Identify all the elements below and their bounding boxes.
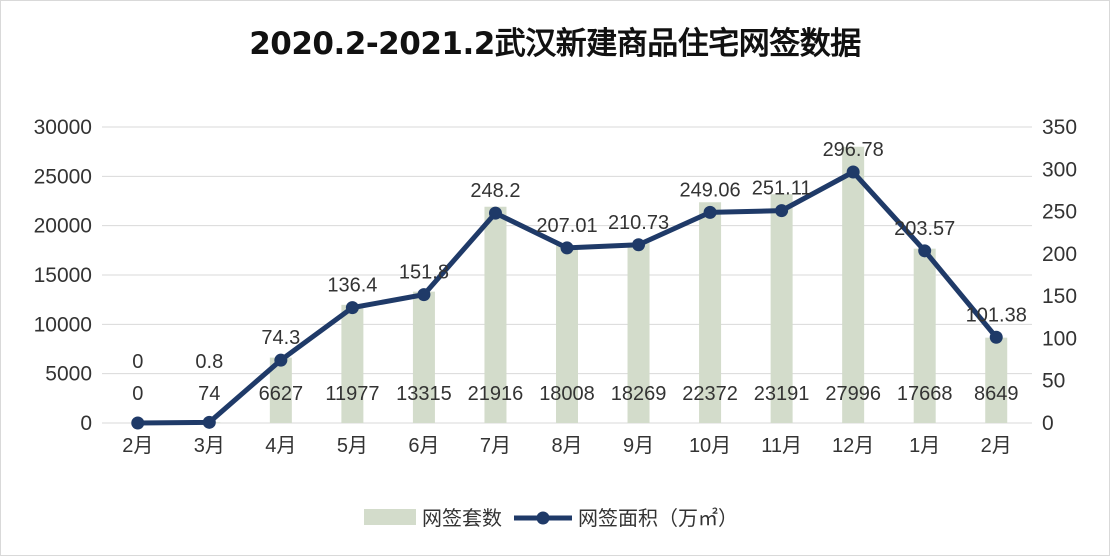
left-tick-label: 10000 [34,313,92,336]
right-tick-label: 350 [1042,116,1077,139]
bar-data-label: 21916 [468,383,524,405]
left-tick-label: 25000 [34,165,92,188]
x-tick-label: 7月 [480,435,511,457]
line-point [560,241,574,255]
line-point [488,206,502,220]
line-point [632,238,646,252]
line-point [775,204,789,218]
x-tick-label: 4月 [265,435,296,457]
bar-data-label: 18008 [539,383,595,405]
bar-data-label: 27996 [825,383,881,405]
bar-data-label: 22372 [682,383,738,405]
bar-data-label: 17668 [897,383,953,405]
bar [770,194,793,423]
bar [842,146,865,423]
line-point [274,353,288,367]
bar [269,357,292,423]
line-data-label: 203.57 [894,218,955,240]
x-tick-label: 5月 [337,435,368,457]
line-point [202,415,216,429]
right-tick-label: 200 [1042,243,1077,266]
bar-data-label: 23191 [754,383,810,405]
left-tick-label: 5000 [45,363,92,386]
x-tick-label: 3月 [194,435,225,457]
right-tick-label: 150 [1042,285,1077,308]
right-tick-label: 50 [1042,370,1065,393]
right-tick-label: 300 [1042,158,1077,181]
line-data-label: 207.01 [536,215,597,237]
chart-title: 2020.2-2021.2武汉新建商品住宅网签数据 [249,26,861,62]
x-tick-label: 11月 [761,435,802,457]
bar [484,206,507,423]
x-tick-label: 6月 [408,435,439,457]
line-point [918,244,932,258]
line-data-label: 251.11 [752,178,812,200]
line-data-label: 248.2 [470,180,520,202]
x-tick-label: 2月 [122,435,153,457]
line-data-label: 151.8 [399,262,449,284]
line-data-label: 210.73 [608,212,669,234]
right-tick-label: 100 [1042,327,1077,350]
left-tick-label: 30000 [34,116,92,139]
x-tick-label: 12月 [832,435,874,457]
line-data-label: 249.06 [679,179,740,201]
line-data-label: 101.38 [966,304,1027,326]
x-tick-label: 1月 [909,435,940,457]
bar-data-label: 6627 [259,383,304,405]
left-tick-label: 15000 [34,264,92,287]
line-point [345,301,359,315]
bar [913,248,936,423]
x-tick-label: 8月 [551,435,582,457]
line-point [131,416,145,430]
left-tick-label: 0 [80,412,92,435]
line-point [703,205,717,219]
bar [556,245,578,423]
x-tick-label: 2月 [981,435,1012,457]
line-point [989,330,1003,344]
line-data-label: 296.78 [823,139,884,161]
bar-data-label: 0 [132,383,143,405]
bar-data-label: 11977 [325,383,379,405]
bar-data-label: 13315 [396,383,452,405]
legend-line-label: 网签面积（万㎡） [578,506,738,530]
bar [627,242,650,423]
bar [985,337,1008,423]
x-tick-label: 10月 [689,435,731,457]
right-tick-label: 250 [1042,201,1077,224]
bar [412,291,435,423]
line-data-label: 0 [132,351,143,373]
bar-data-label: 74 [198,383,220,405]
line-data-label: 74.3 [261,327,300,349]
x-tick-label: 9月 [623,435,654,457]
bar-data-label: 8649 [974,383,1019,405]
right-tick-label: 0 [1042,412,1054,435]
legend-bar-label: 网签套数 [422,507,502,530]
bar [699,202,722,423]
left-tick-label: 20000 [34,215,92,238]
line-data-label: 0.8 [195,351,223,373]
legend-line-marker [536,511,550,525]
line-point [417,288,431,302]
bar-data-label: 18269 [611,383,667,405]
line-point [846,165,860,179]
legend-bar-swatch [364,509,416,525]
bar [341,304,364,423]
line-data-label: 136.4 [327,275,377,297]
